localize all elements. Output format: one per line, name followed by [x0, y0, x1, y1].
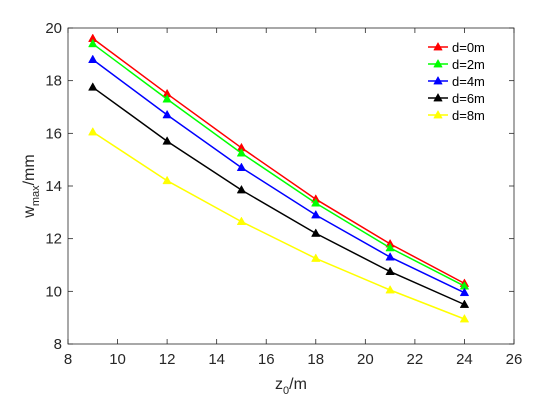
data-point [88, 38, 98, 48]
data-point [385, 242, 395, 252]
legend-item: d=0m [428, 40, 485, 55]
series-d=2m [88, 38, 470, 290]
y-tick-label: 18 [45, 73, 62, 90]
data-point [311, 253, 321, 262]
series-d=8m [88, 127, 470, 323]
data-point [162, 136, 172, 145]
data-point [162, 109, 172, 119]
legend-label: d=6m [452, 91, 485, 106]
series-line [92, 86, 465, 306]
data-point [311, 198, 321, 207]
series-d=6m [88, 82, 470, 308]
data-point [236, 184, 247, 194]
legend-label: d=8m [452, 108, 485, 123]
legend-marker [433, 92, 443, 102]
x-tick-label: 8 [64, 351, 72, 368]
data-point [88, 54, 98, 63]
legend-marker [433, 58, 443, 68]
series-line [92, 37, 465, 285]
axes-layer: 8 10 12 14 16 18 20 22 24 26 8 10 12 14 16 18 20 [45, 20, 522, 368]
x-tick-label: 22 [407, 351, 424, 368]
legend-label: d=2m [452, 57, 485, 72]
x-tick-label: 20 [357, 351, 374, 368]
series-line [92, 131, 465, 320]
data-point [385, 266, 395, 275]
data-point [311, 209, 321, 219]
x-tick-label: 14 [208, 351, 225, 368]
x-tick-label: 26 [506, 351, 523, 368]
x-tick-label: 24 [456, 351, 473, 368]
x-tick-label: 12 [159, 351, 176, 368]
data-point [162, 175, 172, 185]
data-point [236, 148, 247, 157]
y-tick-label: 8 [54, 336, 62, 353]
legend-item: d=4m [428, 74, 485, 89]
data-point [385, 252, 395, 261]
data-point [162, 94, 172, 103]
legend: d=0m d=2m d=4m d=6m d=8m [428, 40, 485, 123]
y-tick-label: 20 [45, 20, 62, 37]
y-tick-label: 12 [45, 231, 62, 248]
legend-marker [433, 109, 443, 119]
x-tick-label: 10 [109, 351, 126, 368]
legend-marker [433, 75, 443, 85]
data-point [311, 228, 321, 237]
series-d=4m [88, 54, 470, 297]
series-layer [88, 33, 470, 323]
data-point [236, 162, 247, 171]
x-tick-label: 18 [307, 351, 324, 368]
y-axis-label: wmax/mm [21, 154, 42, 218]
y-tick-label: 10 [45, 283, 62, 300]
legend-marker [433, 41, 443, 51]
data-point [459, 299, 470, 308]
data-point [236, 216, 247, 225]
data-point [385, 285, 395, 294]
series-line [92, 43, 465, 287]
x-axis-label: z0/m [275, 376, 307, 397]
legend-item: d=2m [428, 57, 485, 72]
data-point [88, 82, 98, 91]
legend-label: d=4m [452, 74, 485, 89]
data-point [88, 127, 98, 136]
y-tick-label: 16 [45, 125, 62, 142]
data-point [459, 287, 470, 297]
y-tick-label: 14 [45, 178, 62, 195]
data-point [459, 313, 470, 323]
series-line [92, 58, 465, 294]
legend-label: d=0m [452, 40, 485, 55]
x-tick-label: 16 [258, 351, 275, 368]
legend-item: d=6m [428, 91, 485, 106]
legend-item: d=8m [428, 108, 485, 123]
